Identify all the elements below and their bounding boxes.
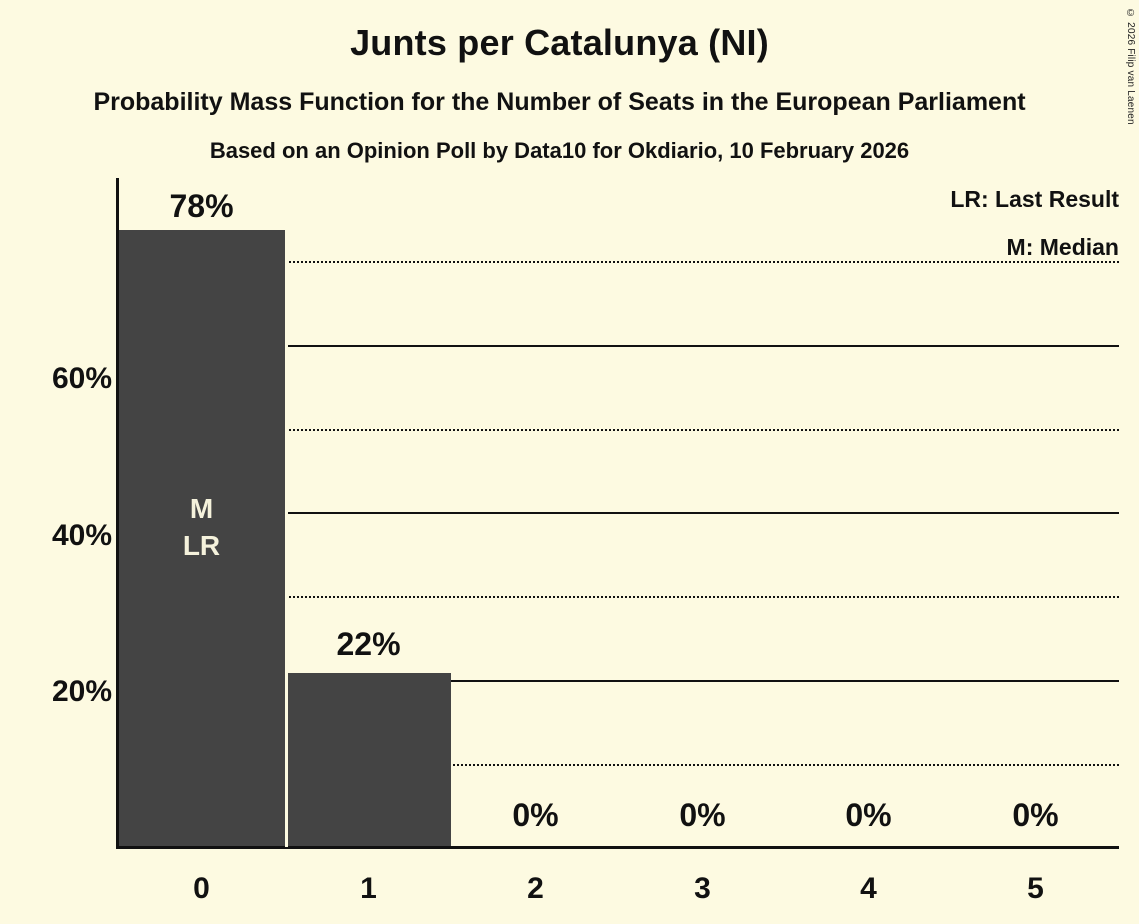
x-tick-label-0: 0 [193, 872, 210, 905]
bar-value-0: 78% [169, 188, 234, 224]
bar-seats-0[interactable] [118, 230, 285, 847]
gridline-40 [118, 512, 1119, 514]
bar-separator [285, 236, 288, 847]
x-tick-label-2: 2 [527, 872, 544, 905]
bar-value-1: 22% [336, 626, 401, 662]
chart-source-note: Based on an Opinion Poll by Data10 for O… [209, 138, 910, 163]
y-tick-label-20: 20% [51, 675, 112, 708]
x-axis [116, 846, 1119, 849]
gridline-10 [118, 764, 1119, 766]
gridline-70 [118, 261, 1119, 263]
x-tick-label-3: 3 [694, 872, 711, 905]
y-axis [116, 178, 119, 849]
bar-value-3: 0% [679, 797, 726, 833]
bar-seats-1[interactable] [288, 673, 451, 847]
x-tick-label-5: 5 [1027, 872, 1044, 905]
legend-last-result: LR: Last Result [950, 186, 1119, 212]
copyright-notice: © 2026 Filip van Laenen [1125, 8, 1136, 125]
chart-subtitle: Probability Mass Function for the Number… [93, 88, 1026, 116]
legend-median: M: Median [1006, 234, 1119, 260]
bar-value-4: 0% [845, 797, 892, 833]
gridline-30 [118, 596, 1119, 598]
bar-value-5: 0% [1012, 797, 1059, 833]
gridline-60 [118, 345, 1119, 347]
gridline-20 [118, 680, 1119, 682]
plot-area [118, 178, 1119, 847]
gridline-50 [118, 429, 1119, 431]
x-tick-label-4: 4 [860, 872, 877, 905]
y-tick-label-60: 60% [51, 362, 112, 395]
chart-title: Junts per Catalunya (NI) [350, 22, 769, 63]
median-annotation: M [189, 493, 214, 524]
y-tick-label-40: 40% [51, 519, 112, 552]
last-result-annotation: LR [182, 530, 221, 561]
x-tick-label-1: 1 [360, 872, 377, 905]
bar-value-2: 0% [512, 797, 559, 833]
